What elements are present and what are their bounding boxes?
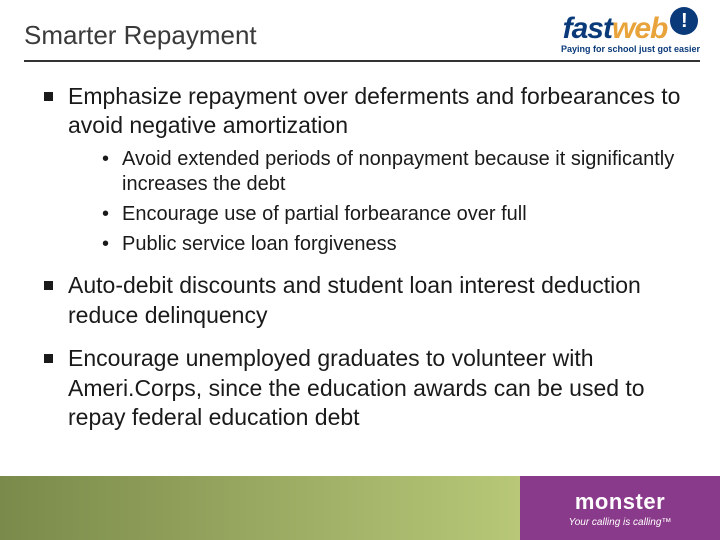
monster-logo: monster Your calling is calling™ [520,476,720,540]
bullet-item: Auto-debit discounts and student loan in… [44,271,690,330]
bullet-item: Emphasize repayment over deferments and … [44,82,690,257]
slide-content: Emphasize repayment over deferments and … [0,62,720,432]
logo-bang-icon: ! [670,7,698,35]
logo-part-fast: fast [563,12,612,46]
fastweb-logo-main: fastweb ! [563,12,699,46]
monster-brand: monster [575,489,665,515]
sub-bullet-item: Avoid extended periods of nonpayment bec… [102,147,690,198]
bullet-text: Emphasize repayment over deferments and … [68,83,680,138]
fastweb-tagline: Paying for school just got easier [561,44,700,54]
fastweb-logo: fastweb ! Paying for school just got eas… [561,12,700,54]
sub-bullet-item: Encourage use of partial forbearance ove… [102,202,690,228]
bullet-text: Encourage unemployed graduates to volunt… [68,345,645,430]
sub-bullet-list: Avoid extended periods of nonpayment bec… [68,147,690,257]
slide-header: Smarter Repayment fastweb ! Paying for s… [0,0,720,54]
slide-title: Smarter Repayment [24,12,257,51]
footer-gradient-bar [0,476,520,540]
slide-footer: monster Your calling is calling™ [0,476,720,540]
monster-tagline: Your calling is calling™ [569,517,672,528]
bullet-text: Auto-debit discounts and student loan in… [68,272,641,327]
bullet-item: Encourage unemployed graduates to volunt… [44,344,690,432]
sub-bullet-item: Public service loan forgiveness [102,232,690,258]
logo-part-web: web [612,12,667,46]
